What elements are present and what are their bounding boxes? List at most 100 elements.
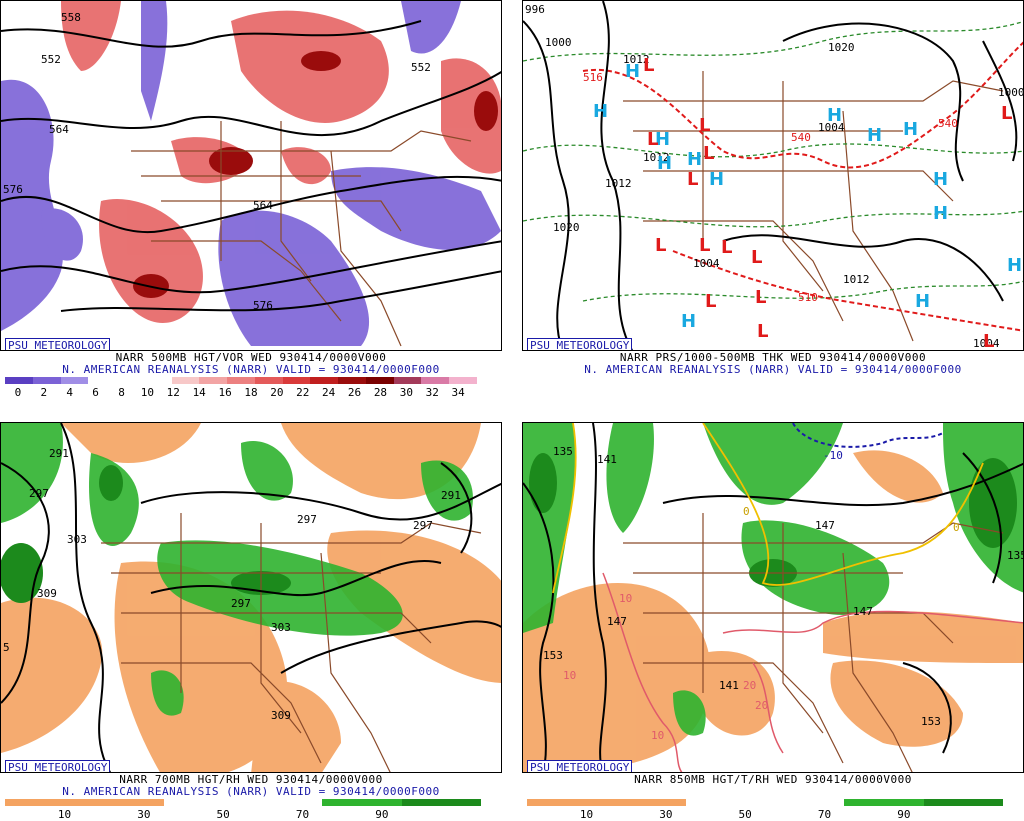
high-pressure-symbol: H (625, 61, 640, 82)
colorbar-swatch (449, 377, 478, 384)
panel-title: NARR 700MB HGT/RH WED 930414/0000V000 (119, 773, 383, 786)
pressure-map: 996 1000 1012 1020 1020 1012 1004 1000 1… (522, 0, 1024, 351)
panel-title: NARR PRS/1000-500MB THK WED 930414/0000V… (619, 351, 927, 364)
panel-title: NARR 850MB HGT/T/RH WED 930414/0000V000 (634, 773, 912, 786)
high-pressure-symbol: H (933, 203, 948, 224)
colorbar-tick: 22 (296, 386, 310, 399)
rh700-map: 291 297 303 309 297 297 297 303 309 291 … (0, 422, 502, 773)
colorbar-tick: 50 (738, 808, 752, 821)
colorbar-tick: 8 (118, 386, 125, 399)
colorbar-swatch (5, 799, 85, 806)
colorbar-tick: 6 (92, 386, 99, 399)
low-pressure-symbol: L (687, 169, 698, 190)
contour-label: 1012 (605, 177, 632, 190)
colorbar-swatch (143, 377, 172, 384)
panel-subtitle: N. AMERICAN REANALYSIS (NARR) VALID = 93… (584, 363, 962, 376)
low-pressure-symbol: L (699, 235, 710, 256)
temperature-label: -10 (823, 449, 843, 462)
contour-label: 1020 (828, 41, 855, 54)
low-pressure-symbol: L (703, 143, 714, 164)
thickness-label: 510 (798, 291, 818, 304)
high-pressure-symbol: H (681, 311, 696, 332)
colorbar-swatch (393, 377, 422, 384)
high-pressure-symbol: H (1007, 255, 1022, 276)
low-pressure-symbol: L (757, 321, 768, 342)
colorbar-tick: 10 (579, 808, 594, 821)
contour-label: 1000 (545, 36, 572, 49)
colorbar-swatch (338, 377, 366, 384)
contour-label: 1012 (843, 273, 870, 286)
panel-850mb-rh: 135 141 147 153 141 147 147 153 135 10 1… (522, 422, 1024, 821)
panel-subtitle: N. AMERICAN REANALYSIS (NARR) VALID = 93… (62, 363, 440, 376)
colorbar-tick: 14 (192, 386, 206, 399)
colorbar-ticks: 10 30 50 70 90 (527, 808, 1003, 821)
contour-label: 1020 (553, 221, 580, 234)
colorbar-swatch (32, 377, 61, 384)
contour-label: 147 (815, 519, 835, 532)
colorbar-swatch (527, 799, 607, 806)
panel-title: NARR 500MB HGT/VOR WED 930414/0000V000 (115, 351, 387, 364)
temperature-label: 10 (563, 669, 576, 682)
contour-label: 297 (413, 519, 433, 532)
colorbar-tick: 10 (57, 808, 72, 821)
colorbar-swatch (84, 799, 164, 806)
colorbar-swatch (88, 377, 117, 384)
colorbar-tick: 28 (373, 386, 388, 399)
contour-label: 552 (411, 61, 431, 74)
contour-label: 5 (3, 641, 10, 654)
colorbar-swatch (254, 377, 283, 384)
colorbar-tick: 4 (66, 386, 74, 399)
high-pressure-symbol: H (593, 101, 608, 122)
low-pressure-symbol: L (983, 331, 994, 351)
colorbar-tick: 90 (897, 808, 911, 821)
contour-label: 576 (253, 299, 273, 312)
panel-subtitle: N. AMERICAN REANALYSIS (NARR) VALID = 93… (62, 785, 440, 798)
colorbar-swatch (401, 799, 481, 806)
thickness-label: 540 (938, 117, 958, 130)
low-pressure-symbol: L (1001, 103, 1012, 124)
contour-label: 564 (49, 123, 69, 136)
rh850-map: 135 141 147 153 141 147 147 153 135 10 1… (522, 422, 1024, 773)
psu-logo: PSU METEOROLOGY (5, 760, 111, 772)
psu-logo: PSU METEOROLOGY (527, 338, 633, 350)
contour-label: 153 (921, 715, 941, 728)
colorbar-swatch (60, 377, 89, 384)
high-pressure-symbol: H (867, 125, 882, 146)
high-pressure-symbol: H (687, 149, 702, 170)
colorbar-tick: 32 (425, 386, 439, 399)
low-pressure-symbol: L (643, 55, 654, 76)
colorbar-tick: 70 (817, 808, 832, 821)
contour-label: 141 (719, 679, 739, 692)
low-pressure-symbol: L (721, 237, 732, 258)
colorbar-tick: 34 (451, 386, 465, 399)
colorbar-tick: 30 (399, 386, 413, 399)
high-pressure-symbol: H (709, 169, 724, 190)
low-pressure-symbol: L (699, 115, 710, 136)
colorbar-tick: 16 (218, 386, 232, 399)
panel-500mb-vorticity: 558 552 564 576 564 576 552 PSU METEOROL… (0, 0, 502, 399)
colorbar-swatch (923, 799, 1003, 806)
temperature-label: 10 (651, 729, 664, 742)
contour-label: 303 (271, 621, 291, 634)
contour-label: 1004 (973, 337, 1000, 350)
contour-label: 309 (271, 709, 291, 722)
colorbar-swatch (171, 377, 200, 384)
contour-label: 1012 (623, 53, 650, 66)
contour-label: 153 (543, 649, 563, 662)
colorbar-swatch (322, 799, 402, 806)
low-pressure-symbol: L (751, 247, 762, 268)
high-pressure-symbol: H (903, 119, 918, 140)
colorbar-swatch (227, 377, 255, 384)
temperature-label: 0 (743, 505, 750, 518)
high-pressure-symbol: H (827, 105, 842, 126)
thickness-label: 540 (791, 131, 811, 144)
colorbar-swatch (5, 377, 33, 384)
contour-label: 576 (3, 183, 23, 196)
temperature-label: 0 (953, 521, 960, 534)
colorbar-tick: 90 (375, 808, 389, 821)
contour-label: 291 (49, 447, 69, 460)
colorbar-swatch (764, 799, 845, 806)
colorbar-tick: 0 (14, 386, 22, 399)
panel-pressure-thickness: 996 1000 1012 1020 1020 1012 1004 1000 1… (522, 0, 1024, 396)
temperature-label: 20 (755, 699, 768, 712)
